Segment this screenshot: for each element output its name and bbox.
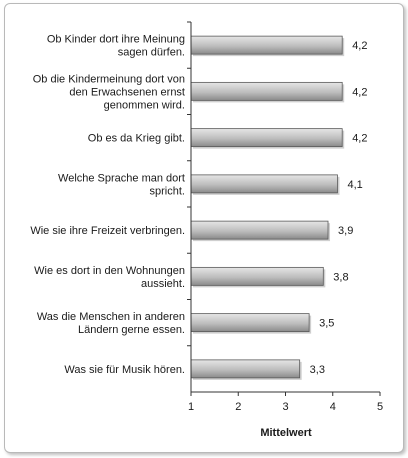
x-tick-label: 2	[235, 401, 241, 413]
category-label: Ob die Kindermeinung dort von den Erwachs…	[33, 73, 185, 111]
x-tick-label: 1	[188, 401, 194, 413]
bar	[190, 35, 343, 55]
bar	[190, 359, 301, 379]
data-label: 3,5	[319, 318, 334, 330]
bar	[190, 81, 343, 101]
category-label: Ob es da Krieg gibt.	[88, 133, 185, 145]
data-label: 3,3	[310, 364, 325, 376]
data-label: 4,2	[352, 86, 367, 98]
bar	[190, 174, 338, 194]
category-label: Wie sie ihre Freizeit verbringen.	[30, 225, 185, 237]
category-label: Ob Kinder dort ihre Meinung sagen dürfen.	[47, 34, 185, 59]
bar	[190, 313, 310, 333]
x-tick-label: 4	[330, 401, 336, 413]
category-label: Was die Menschen in anderen Ländern gerne…	[37, 311, 185, 336]
x-axis-label: Mittelwert	[260, 427, 312, 439]
category-label: Wie es dort in den Wohnungen aussieht.	[34, 265, 185, 290]
bar	[190, 266, 324, 286]
data-label: 4,2	[352, 133, 367, 145]
bar	[190, 128, 343, 148]
data-label: 4,2	[352, 40, 367, 52]
data-label: 3,8	[333, 271, 348, 283]
bar	[190, 220, 329, 240]
data-label: 4,1	[347, 179, 362, 191]
x-tick-label: 3	[282, 401, 288, 413]
data-label: 3,9	[338, 225, 353, 237]
category-label: Was sie für Musik hören.	[64, 364, 185, 376]
category-label: Welche Sprache man dort spricht.	[58, 172, 185, 197]
x-tick-label: 5	[377, 401, 383, 413]
